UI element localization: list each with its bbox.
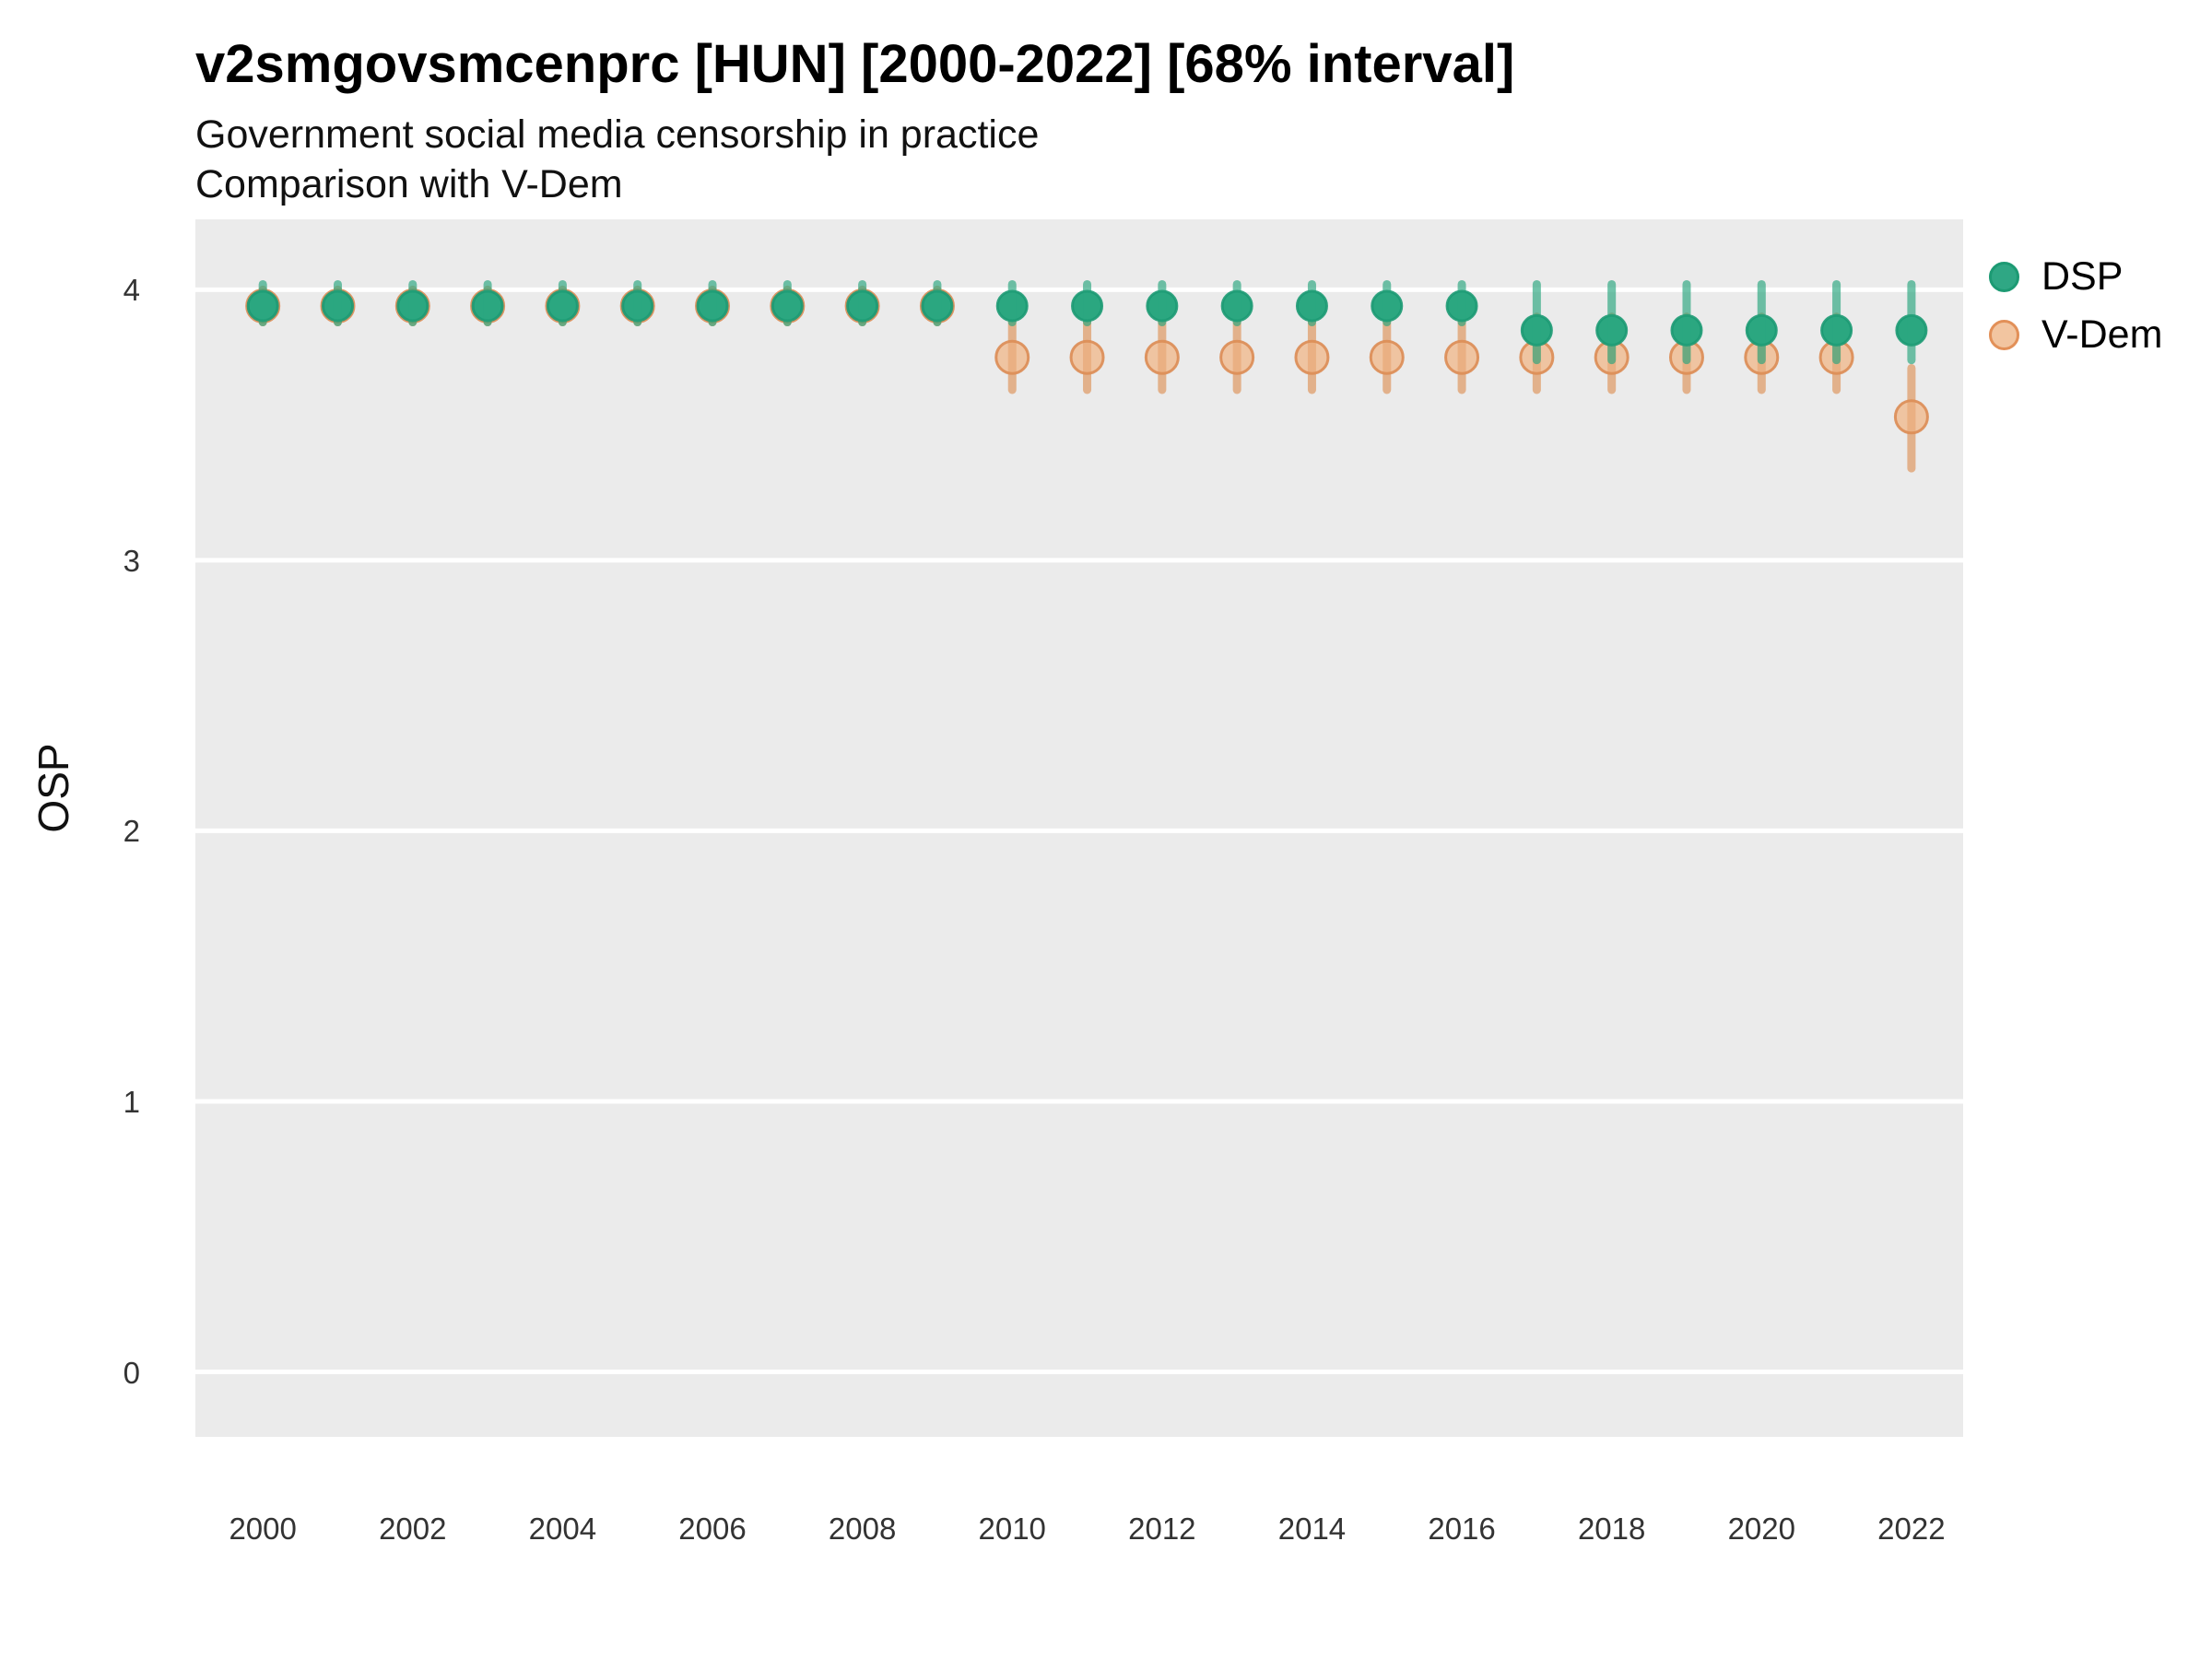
chart-subtitle: Government social media censorship in pr… — [195, 112, 1040, 157]
dsp-point-2011 — [1071, 289, 1104, 323]
x-tick-label-2020: 2020 — [1727, 1512, 1795, 1546]
x-tick-label-2006: 2006 — [678, 1512, 747, 1546]
dsp-point-2013 — [1220, 289, 1253, 323]
x-tick-label-2010: 2010 — [978, 1512, 1046, 1546]
v-dem-point-2012 — [1144, 339, 1180, 375]
chart-title: v2smgovsmcenprc [HUN] [2000-2022] [68% i… — [195, 34, 1515, 94]
legend-item-v-dem: V-Dem — [1989, 309, 2162, 360]
panel-background — [195, 219, 1963, 1437]
chart-subtitle2: Comparison with V-Dem — [195, 162, 623, 206]
dsp-point-2000 — [246, 289, 279, 323]
dsp-point-2012 — [1146, 289, 1179, 323]
dsp-point-2007 — [771, 289, 804, 323]
dsp-point-2008 — [846, 289, 879, 323]
dsp-point-2017 — [1520, 313, 1553, 347]
legend-swatch-v-dem — [1989, 319, 2019, 350]
legend-item-dsp: DSP — [1989, 251, 2162, 302]
dsp-point-2020 — [1745, 313, 1778, 347]
y-tick-label-0: 0 — [123, 1355, 140, 1390]
v-dem-point-2015 — [1369, 339, 1405, 375]
x-tick-label-2018: 2018 — [1577, 1512, 1646, 1546]
v-dem-point-2010 — [994, 339, 1030, 375]
v-dem-point-2022 — [1893, 399, 1929, 435]
dsp-point-2022 — [1895, 313, 1928, 347]
x-tick-label-2002: 2002 — [379, 1512, 447, 1546]
x-tick-label-2016: 2016 — [1428, 1512, 1496, 1546]
dsp-point-2016 — [1445, 289, 1478, 323]
y-tick-label-1: 1 — [123, 1084, 140, 1119]
dsp-point-2009 — [921, 289, 954, 323]
x-tick-label-2008: 2008 — [828, 1512, 897, 1546]
dsp-point-2021 — [1820, 313, 1853, 347]
dsp-point-2010 — [995, 289, 1029, 323]
legend-swatch-dsp — [1989, 261, 2019, 292]
legend-label-dsp: DSP — [2041, 253, 2124, 299]
x-tick-label-2014: 2014 — [1277, 1512, 1347, 1546]
v-dem-point-2016 — [1444, 339, 1480, 375]
x-tick-label-2022: 2022 — [1877, 1512, 1946, 1546]
y-axis-title: OSP — [29, 743, 77, 833]
y-tick-label-2: 2 — [123, 814, 140, 849]
dsp-point-2001 — [321, 289, 354, 323]
x-tick-label-2000: 2000 — [229, 1512, 297, 1546]
dsp-point-2015 — [1371, 289, 1404, 323]
v-dem-point-2011 — [1069, 339, 1105, 375]
dsp-point-2018 — [1595, 313, 1629, 347]
v-dem-point-2014 — [1294, 339, 1330, 375]
dsp-point-2004 — [546, 289, 579, 323]
dsp-point-2002 — [396, 289, 429, 323]
v-dem-point-2013 — [1219, 339, 1255, 375]
legend: DSP V-Dem — [1989, 251, 2162, 360]
x-tick-label-2004: 2004 — [528, 1512, 597, 1546]
x-tick-label-2012: 2012 — [1128, 1512, 1196, 1546]
dsp-point-2005 — [621, 289, 654, 323]
y-tick-label-3: 3 — [123, 543, 140, 578]
dsp-point-2003 — [471, 289, 504, 323]
dsp-point-2014 — [1295, 289, 1328, 323]
legend-label-v-dem: V-Dem — [2041, 312, 2163, 357]
dsp-point-2006 — [696, 289, 729, 323]
dsp-point-2019 — [1670, 313, 1703, 347]
y-tick-label-4: 4 — [123, 273, 140, 308]
